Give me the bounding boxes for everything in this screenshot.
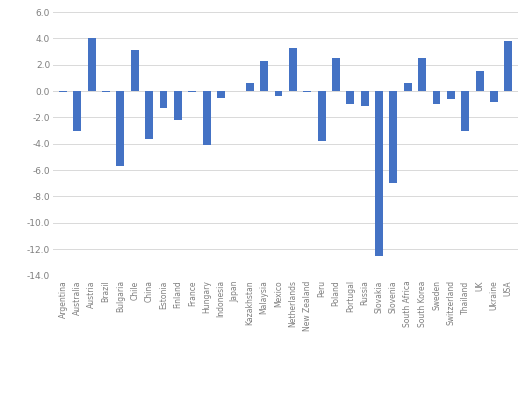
Bar (461, 91, 469, 130)
Bar (203, 91, 211, 145)
Bar (246, 83, 254, 91)
Bar (317, 91, 325, 141)
Bar (116, 91, 124, 166)
Bar (59, 91, 67, 92)
Bar (332, 58, 340, 91)
Bar (447, 91, 455, 99)
Bar (88, 38, 96, 91)
Bar (303, 91, 311, 92)
Bar (476, 71, 484, 91)
Bar (275, 91, 282, 96)
Bar (404, 83, 412, 91)
Bar (418, 58, 426, 91)
Bar (505, 41, 512, 91)
Bar (217, 91, 225, 98)
Bar (188, 91, 196, 92)
Bar (160, 91, 168, 108)
Bar (289, 48, 297, 91)
Bar (433, 91, 441, 104)
Bar (260, 61, 268, 91)
Bar (375, 91, 383, 256)
Bar (145, 91, 153, 139)
Bar (74, 91, 81, 130)
Bar (490, 91, 498, 102)
Bar (389, 91, 397, 183)
Bar (174, 91, 182, 120)
Bar (131, 50, 139, 91)
Bar (346, 91, 354, 104)
Bar (102, 91, 110, 92)
Bar (361, 91, 369, 106)
